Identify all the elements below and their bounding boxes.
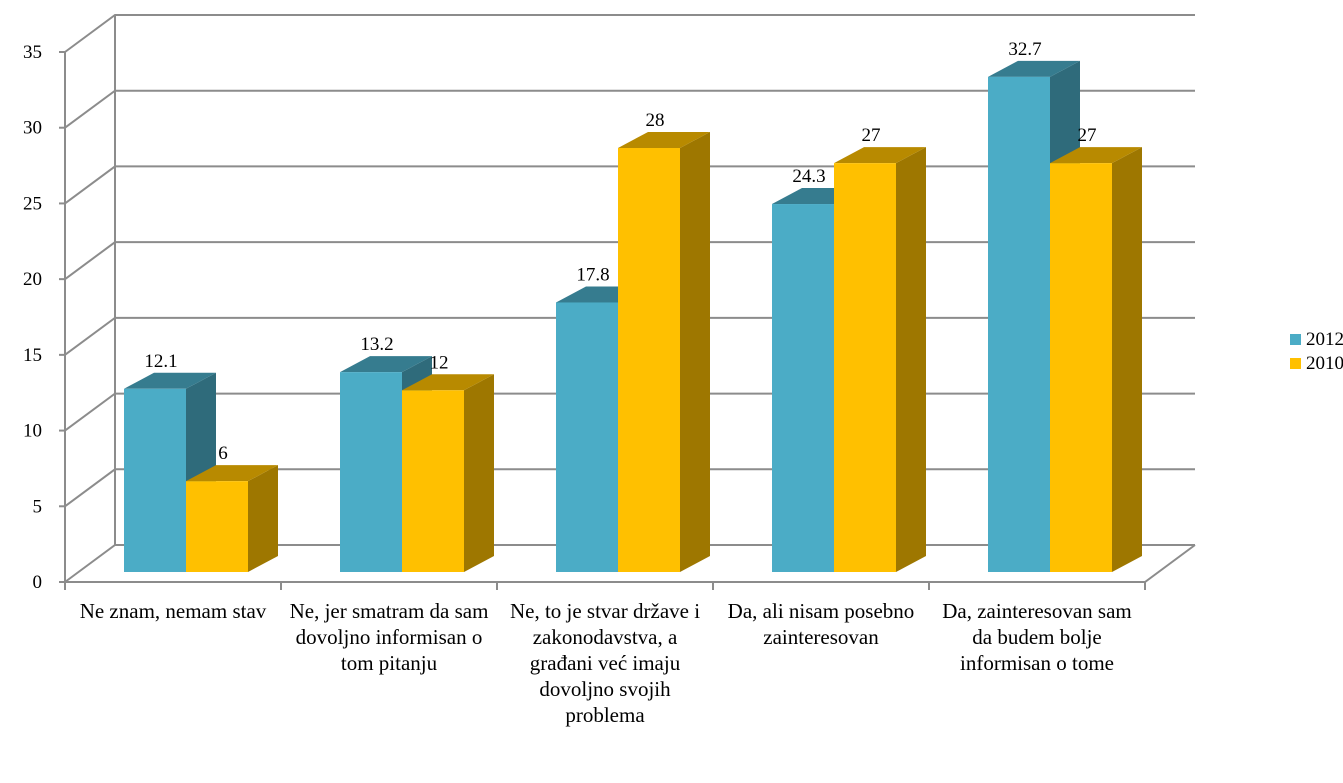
- legend-label: 2012: [1306, 329, 1343, 350]
- y-tick-label: 25: [23, 193, 42, 214]
- bar-top: [1050, 147, 1142, 164]
- y-tick-label: 10: [23, 421, 42, 442]
- bar-side: [1112, 147, 1142, 572]
- bar-top: [618, 132, 710, 148]
- bar-top: [988, 60, 1080, 77]
- bar-top: [124, 372, 216, 389]
- x-tick-label: Ne, jer smatram da sam dovoljno informis…: [289, 599, 489, 675]
- y-tick-label: 35: [23, 42, 42, 63]
- legend-swatch: [1290, 358, 1301, 369]
- bar-side: [248, 465, 278, 572]
- bar: [618, 148, 680, 572]
- y-tick-label: 15: [23, 345, 42, 366]
- x-tick-label: Ne znam, nemam stav: [79, 599, 267, 623]
- value-label: 13.2: [360, 334, 393, 355]
- bar-top: [834, 147, 926, 164]
- x-tick-label: Da, ali nisam posebno zainteresovan: [727, 599, 915, 649]
- value-label: 12.1: [144, 351, 177, 372]
- bar-top: [340, 356, 432, 373]
- bar: [834, 163, 896, 572]
- y-tick-label: 30: [23, 118, 42, 139]
- bar: [402, 390, 464, 572]
- value-label: 32.7: [1008, 39, 1041, 60]
- value-label: 27: [1078, 125, 1097, 146]
- grid-line: [64, 14, 1195, 53]
- value-label: 28: [646, 110, 665, 131]
- value-label: 24.3: [792, 166, 825, 187]
- bar: [186, 481, 248, 572]
- bar: [556, 302, 618, 572]
- bar-side: [896, 147, 926, 572]
- x-tick-label: Da, zainteresovan sam da budem bolje inf…: [942, 599, 1132, 675]
- bar-top: [186, 465, 278, 482]
- legend-swatch: [1290, 334, 1301, 345]
- bar: [124, 388, 186, 572]
- bar-top: [402, 374, 494, 391]
- value-label: 6: [218, 443, 228, 464]
- value-label: 27: [862, 125, 881, 146]
- bar: [340, 372, 402, 572]
- y-tick-label: 20: [23, 269, 42, 290]
- bar: [772, 204, 834, 572]
- y-tick-label: 5: [33, 496, 43, 517]
- y-tick-label: 0: [33, 572, 43, 593]
- bar-side: [464, 374, 494, 572]
- grid-line: [64, 89, 1195, 129]
- bar-side: [680, 132, 710, 572]
- legend-label: 2010: [1306, 353, 1343, 374]
- bar: [1050, 163, 1112, 572]
- value-label: 12: [430, 352, 449, 373]
- x-tick-label: Ne, to je stvar države i zakonodavstva, …: [509, 599, 701, 727]
- bar: [988, 76, 1050, 572]
- value-label: 17.8: [576, 264, 609, 285]
